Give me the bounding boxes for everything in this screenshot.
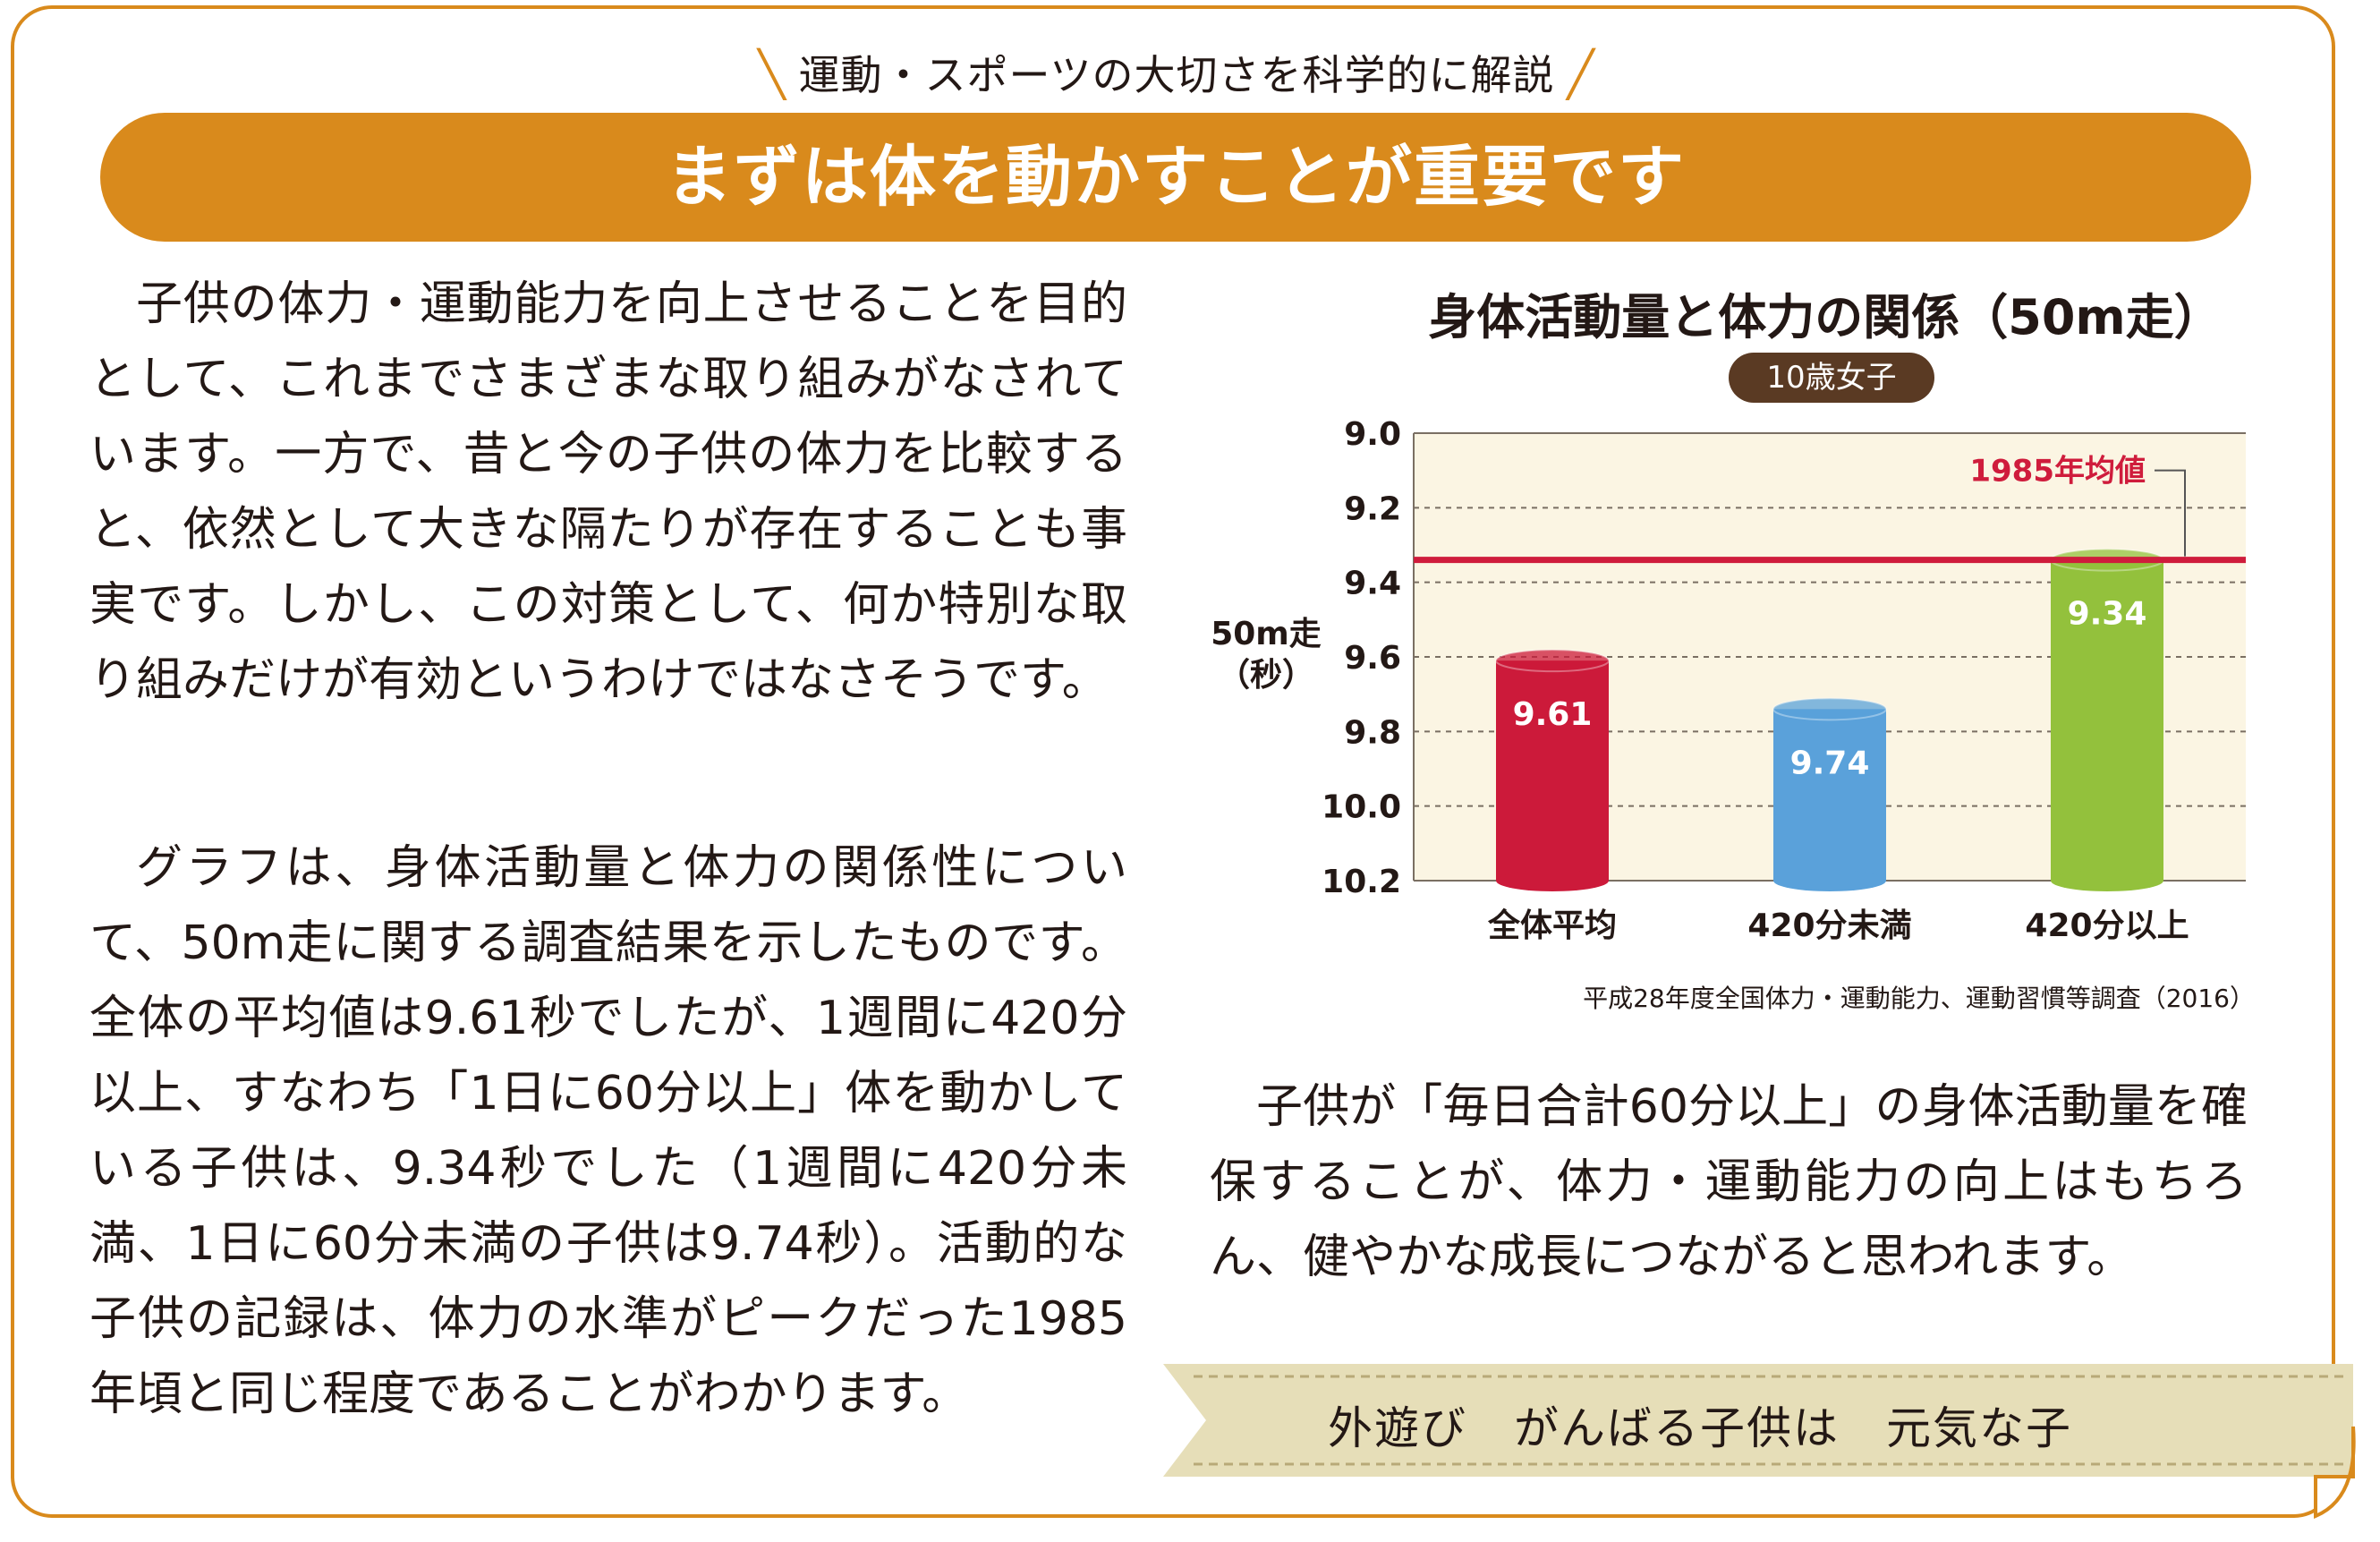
y-tick-label: 10.0 — [1322, 789, 1401, 826]
body-paragraph-2: グラフは、身体活動量と体力の関係性について、50m走に関する調査結果を示したもの… — [89, 841, 1127, 1421]
x-tick-label: 420分以上 — [2025, 907, 2189, 944]
bar-value-label: 9.61 — [1513, 696, 1593, 733]
y-tick-label: 10.2 — [1322, 864, 1401, 900]
bar-cap — [1772, 697, 1887, 721]
bar — [2051, 559, 2163, 881]
slogan-ribbon — [1163, 1364, 2356, 1520]
bar-base — [1496, 870, 1609, 891]
y-tick-label: 9.8 — [1344, 714, 1401, 751]
y-tick-label: 9.6 — [1344, 640, 1401, 677]
body-paragraph-1: 子供の体力・運動能力を向上させることを目的として、これまでさまざまな取り組みがな… — [89, 277, 1127, 707]
chart-subtitle-badge: 10歳女子 — [1729, 353, 1934, 403]
bar-base — [1773, 870, 1886, 891]
y-tick-label: 9.0 — [1344, 416, 1401, 453]
y-tick-label: 9.4 — [1344, 566, 1401, 602]
y-axis-title-line-1: 50m走 — [1211, 616, 1322, 652]
chart-source-note: 平成28年度全国体力・運動能力、運動習慣等調査（2016） — [1583, 984, 2255, 1013]
kicker-line: ╲ 運動・スポーツの大切さを科学的に解説 ╱ — [14, 43, 2339, 102]
kicker-slash-left: ╲ — [758, 48, 786, 100]
reference-line-label: 1985年均値 — [1969, 454, 2146, 490]
bar-base — [2051, 870, 2163, 891]
bar-cap — [1495, 649, 1610, 673]
y-tick-label: 9.2 — [1344, 490, 1401, 527]
y-axis-title: 50m走 （秒） — [1208, 614, 1324, 696]
chart-title: 身体活動量と体力の関係（50m走） — [1428, 289, 2223, 345]
kicker-slash-right: ╱ — [1567, 48, 1595, 100]
y-axis-title-line-2: （秒） — [1217, 657, 1314, 694]
x-tick-label: 420分未満 — [1747, 907, 1911, 944]
reference-leader-line — [2155, 469, 2186, 557]
bar-chart: 9.0 9.2 9.4 9.6 9.8 10.0 10.2 9.61 全体平均 9.74 420分未… — [1322, 416, 2246, 944]
slogan-text: 外遊び がんばる子供は 元気な子 — [1328, 1402, 2072, 1454]
bar — [1773, 709, 1886, 881]
page-title: まずは体を動かすことが重要です — [666, 139, 1686, 216]
bar-value-label: 9.34 — [2068, 596, 2147, 633]
title-banner: まずは体を動かすことが重要です — [100, 113, 2251, 242]
body-paragraph-3: 子供が「毎日合計60分以上」の身体活動量を確保することが、体力・運動能力の向上は… — [1210, 1080, 2248, 1284]
bar-value-label: 9.74 — [1790, 745, 1870, 781]
bar — [1496, 660, 1609, 881]
kicker-text: 運動・スポーツの大切さを科学的に解説 — [798, 51, 1555, 99]
x-tick-label: 全体平均 — [1487, 907, 1617, 944]
